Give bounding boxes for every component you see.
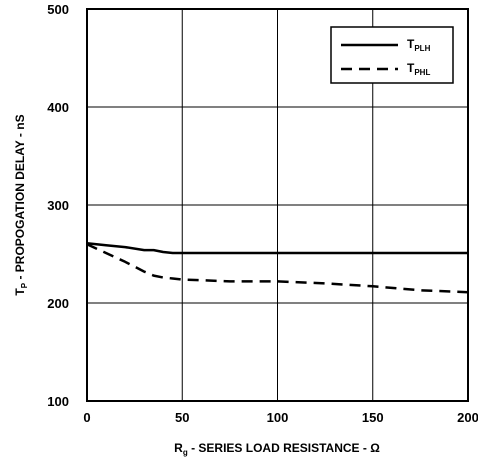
y-tick-label-0: 100 bbox=[47, 394, 69, 409]
legend-label-plh: TPLH bbox=[407, 37, 431, 53]
legend-label-phl: TPHL bbox=[407, 61, 430, 77]
x-tick-labels: 0 50 100 150 200 bbox=[83, 410, 478, 425]
x-tick-label-1: 50 bbox=[175, 410, 189, 425]
y-tick-labels: 100 200 300 400 500 bbox=[47, 2, 69, 409]
x-tick-label-3: 150 bbox=[362, 410, 384, 425]
plot-frame bbox=[86, 8, 469, 402]
x-tick-label-2: 100 bbox=[267, 410, 289, 425]
series-line-tplh bbox=[86, 241, 468, 255]
legend: TPLH TPHL bbox=[330, 26, 454, 84]
y-tick-label-3: 400 bbox=[47, 100, 69, 115]
y-tick-label-2: 300 bbox=[47, 198, 69, 213]
y-tick-label-1: 200 bbox=[47, 296, 69, 311]
y-tick-label-4: 500 bbox=[47, 2, 69, 17]
x-tick-label-0: 0 bbox=[83, 410, 90, 425]
series-line-tphl bbox=[86, 243, 469, 294]
x-tick-label-4: 200 bbox=[457, 410, 478, 425]
series-layer bbox=[86, 241, 469, 294]
y-axis-label: TP - PROPOGATION DELAY - nS bbox=[13, 114, 29, 295]
x-axis-label: Rg - SERIES LOAD RESISTANCE - Ω bbox=[174, 441, 380, 457]
legend-box bbox=[330, 26, 454, 84]
